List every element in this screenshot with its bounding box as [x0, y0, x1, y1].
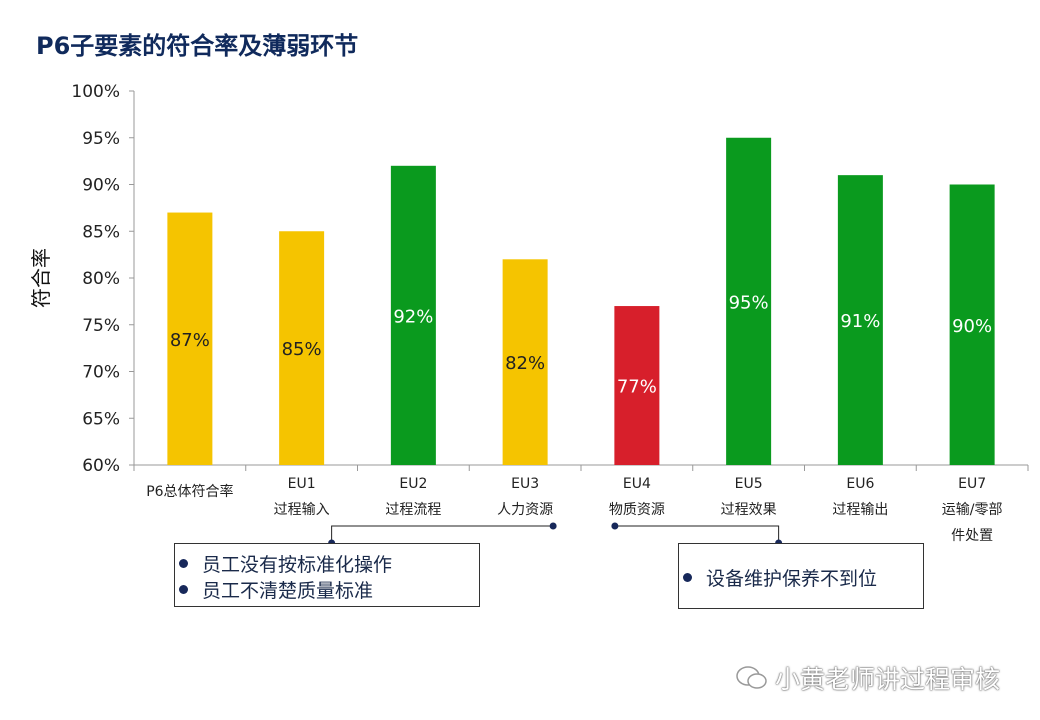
y-tick-label: 80%	[82, 269, 120, 289]
x-tick-label: EU5	[735, 476, 763, 492]
bullet-icon	[179, 558, 188, 568]
bar-6	[837, 175, 883, 465]
x-tick-label: EU2	[399, 476, 427, 492]
y-tick-label: 85%	[82, 222, 120, 242]
x-tick-label: P6总体符合率	[146, 483, 233, 500]
bar-3	[502, 259, 548, 465]
x-tick-label: 件处置	[951, 528, 993, 544]
data-label: 87%	[170, 330, 210, 351]
bar-5	[726, 137, 772, 465]
bar-7	[949, 184, 995, 465]
bar-1	[279, 231, 325, 465]
x-tick-label: 过程输入	[274, 502, 330, 518]
callout-item: 设备维护保养不到位	[679, 564, 923, 590]
bullet-icon	[179, 584, 188, 594]
data-label: 82%	[505, 353, 545, 374]
connector-dot	[611, 522, 619, 530]
y-tick-label: 65%	[82, 409, 120, 429]
y-tick-label: 70%	[82, 363, 120, 383]
bar-0	[167, 212, 213, 465]
wechat-icon	[736, 666, 767, 689]
x-tick-label: 运输/零部	[942, 502, 1003, 518]
data-label: 91%	[840, 311, 880, 332]
x-tick-label: 人力资源	[497, 502, 553, 518]
x-tick-label: 物质资源	[609, 502, 665, 518]
x-tick-label: EU4	[623, 476, 651, 492]
bar-2	[390, 165, 436, 466]
x-tick-label: EU1	[288, 476, 316, 492]
callout-box-1: 员工没有按标准化操作 员工不清楚质量标准	[174, 543, 480, 607]
data-label: 90%	[952, 316, 992, 337]
y-tick-label: 95%	[82, 129, 120, 149]
y-axis-label: 符合率	[29, 248, 53, 308]
connector-dot	[549, 522, 557, 530]
y-tick-label: 60%	[82, 456, 120, 476]
connector-2	[614, 525, 780, 543]
x-tick-label: EU3	[511, 476, 539, 492]
connector-1	[331, 525, 554, 543]
data-label: 92%	[393, 306, 433, 327]
y-tick-label: 100%	[71, 82, 120, 102]
y-tick-label: 90%	[82, 176, 120, 196]
x-tick-label: EU7	[958, 476, 986, 492]
callout-item: 员工不清楚质量标准	[175, 576, 479, 602]
bullet-icon	[683, 572, 692, 582]
x-tick-label: EU6	[846, 476, 874, 492]
data-label: 85%	[282, 339, 322, 360]
callout-box-2: 设备维护保养不到位	[678, 543, 924, 609]
data-label: 95%	[729, 292, 769, 313]
page-title: P6子要素的符合率及薄弱环节	[36, 32, 359, 60]
bar-4	[614, 306, 660, 465]
x-tick-label: 过程流程	[385, 502, 441, 518]
watermark: 小黄老师讲过程审核	[735, 660, 1000, 696]
x-tick-label: 过程效果	[721, 502, 777, 518]
x-tick-label: 过程输出	[832, 502, 888, 518]
callout-item: 员工没有按标准化操作	[175, 550, 479, 576]
y-tick-label: 75%	[82, 316, 120, 336]
data-label: 77%	[617, 377, 657, 398]
